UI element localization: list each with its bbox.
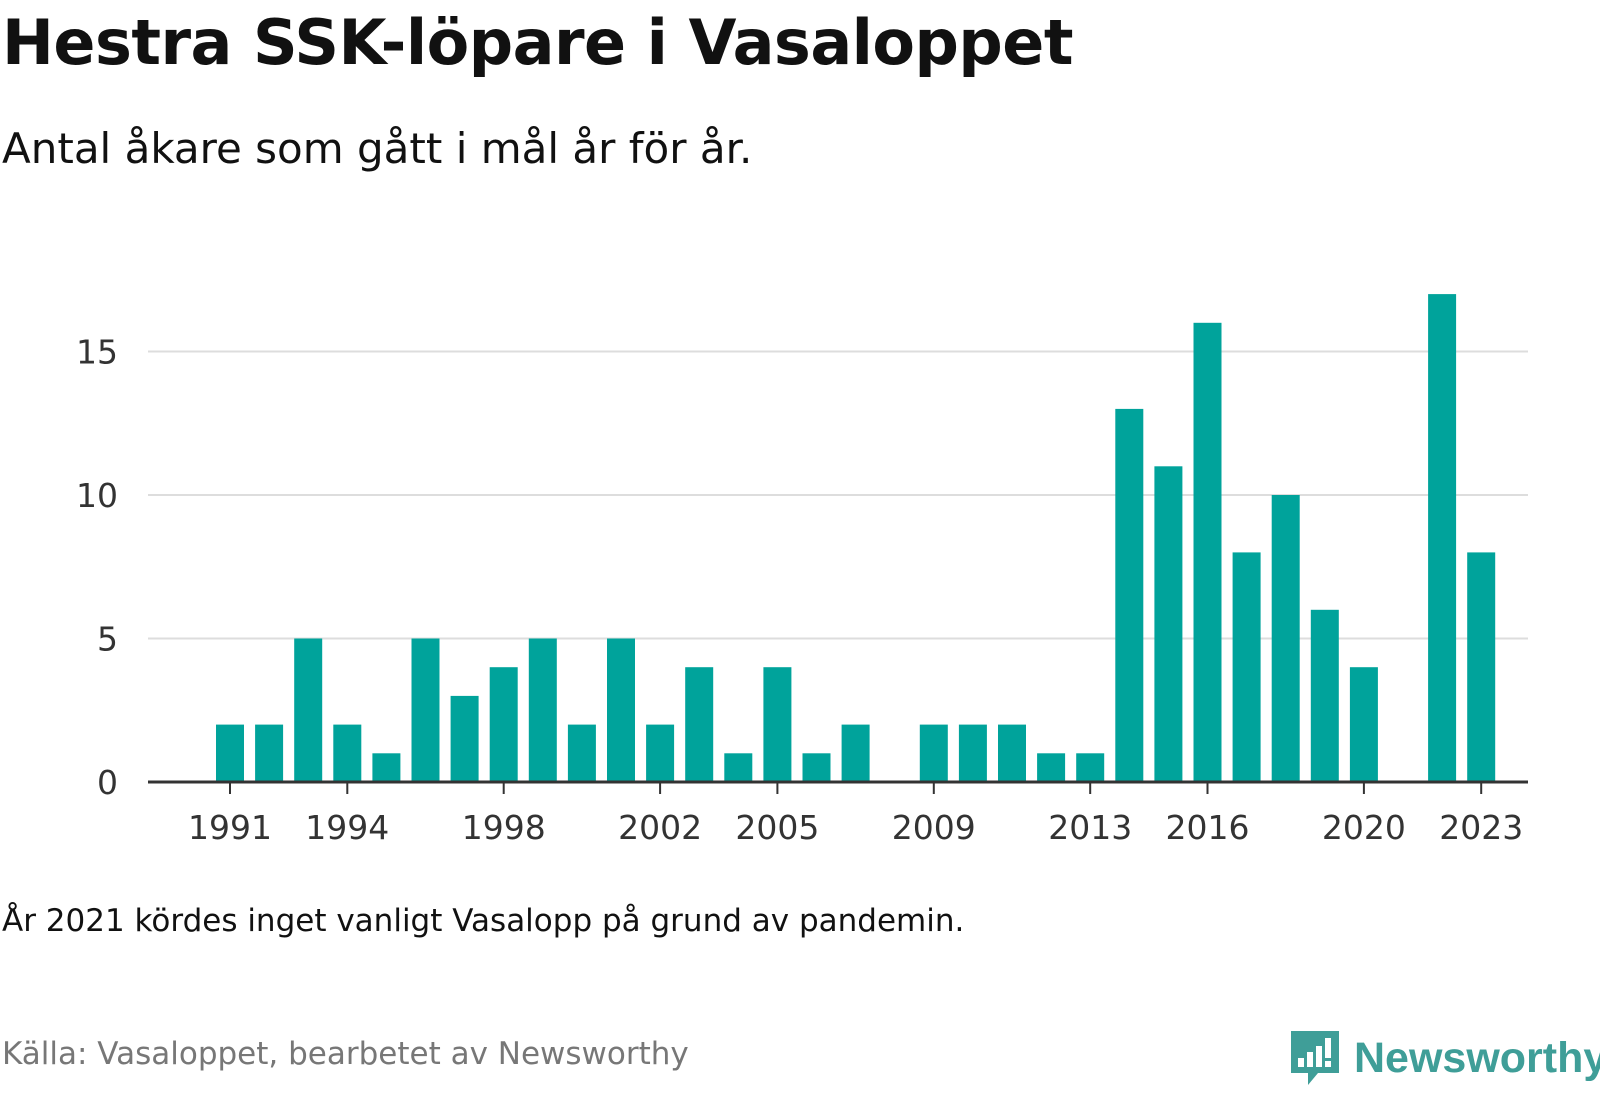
x-tick-label: 1998 bbox=[462, 808, 546, 847]
newsworthy-logo-icon bbox=[1291, 1031, 1339, 1085]
x-tick-label: 1994 bbox=[305, 808, 389, 847]
bar-2000 bbox=[567, 724, 596, 782]
bar-2013 bbox=[1076, 753, 1105, 782]
bar-2017 bbox=[1232, 552, 1261, 782]
x-tick-label: 1991 bbox=[188, 808, 272, 847]
bar-2023 bbox=[1467, 552, 1496, 782]
bar-chart: 0 5 10 15 1991 1994 1998 2002 2005 2009 2013 2016 2… bbox=[76, 294, 1528, 847]
y-axis-ticks: 0 5 10 15 bbox=[76, 333, 118, 803]
bar-2006 bbox=[802, 753, 831, 782]
x-tick-label: 2009 bbox=[892, 808, 976, 847]
bar-2022 bbox=[1428, 294, 1457, 782]
bar-1993 bbox=[294, 638, 323, 782]
bar-1992 bbox=[255, 724, 284, 782]
bar-2015 bbox=[1154, 466, 1183, 782]
y-tick-label: 0 bbox=[97, 763, 118, 802]
brand-name: Newsworthy bbox=[1354, 1033, 1600, 1082]
bar-2002 bbox=[646, 724, 675, 782]
newsworthy-brand[interactable]: Newsworthy bbox=[1288, 1020, 1600, 1096]
bar-2019 bbox=[1310, 609, 1339, 782]
bar-1999 bbox=[528, 638, 557, 782]
bar-2010 bbox=[958, 724, 987, 782]
bar-1994 bbox=[333, 724, 362, 782]
source-text: Källa: Vasaloppet, bearbetet av Newswort… bbox=[2, 1036, 689, 1072]
chart-subtitle: Antal åkare som gått i mål år för år. bbox=[2, 124, 753, 173]
bar-1998 bbox=[489, 667, 518, 782]
bar-2020 bbox=[1349, 667, 1378, 782]
bar-2009 bbox=[919, 724, 948, 782]
bar-1997 bbox=[450, 695, 479, 782]
y-tick-label: 15 bbox=[76, 333, 118, 372]
chart-note: År 2021 kördes inget vanligt Vasalopp på… bbox=[2, 903, 965, 939]
x-tick-label: 2005 bbox=[735, 808, 819, 847]
gridlines bbox=[148, 350, 1528, 640]
bar-2007 bbox=[841, 724, 870, 782]
bar-2012 bbox=[1037, 753, 1066, 782]
y-tick-label: 5 bbox=[97, 620, 118, 659]
x-tick-label: 2020 bbox=[1322, 808, 1406, 847]
bar-2016 bbox=[1193, 322, 1222, 782]
x-tick-label: 2023 bbox=[1439, 808, 1523, 847]
y-tick-label: 10 bbox=[76, 476, 118, 515]
bar-1996 bbox=[411, 638, 440, 782]
x-tick-label: 2016 bbox=[1166, 808, 1250, 847]
chart-title: Hestra SSK-löpare i Vasaloppet bbox=[2, 6, 1073, 79]
bar-2014 bbox=[1115, 408, 1144, 782]
bar-2001 bbox=[607, 638, 635, 782]
bar-2011 bbox=[998, 724, 1026, 782]
bar-1991 bbox=[216, 724, 244, 782]
x-tick-label: 2002 bbox=[618, 808, 702, 847]
bar-1995 bbox=[372, 753, 401, 782]
bars bbox=[216, 294, 1496, 782]
x-axis-ticks: 1991 1994 1998 2002 2005 2009 2013 2016 2020 2023 bbox=[188, 782, 1523, 847]
bar-2003 bbox=[685, 667, 714, 782]
bar-2018 bbox=[1271, 495, 1300, 782]
x-tick-label: 2013 bbox=[1048, 808, 1132, 847]
bar-2005 bbox=[763, 667, 792, 782]
bar-2004 bbox=[724, 753, 753, 782]
